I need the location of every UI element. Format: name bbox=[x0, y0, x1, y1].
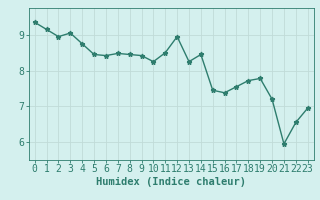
X-axis label: Humidex (Indice chaleur): Humidex (Indice chaleur) bbox=[96, 177, 246, 187]
